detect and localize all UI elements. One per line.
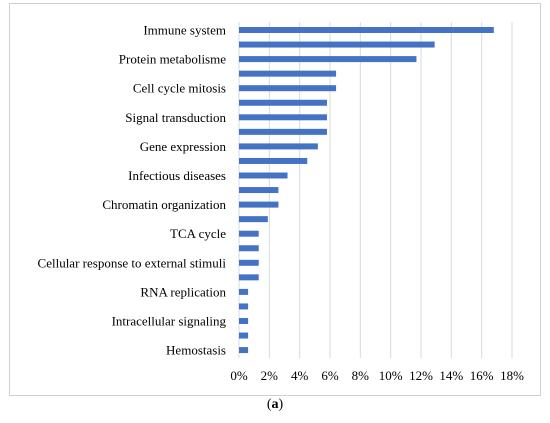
- bar: [239, 114, 327, 121]
- caption-letter: a: [271, 397, 279, 412]
- bar: [239, 332, 249, 339]
- bar: [239, 245, 259, 252]
- y-tick-label: Gene expression: [140, 139, 227, 154]
- y-tick-label: Infectious diseases: [128, 168, 226, 183]
- bar: [239, 318, 249, 324]
- bar: [239, 216, 268, 223]
- bar: [239, 27, 494, 33]
- bar: [239, 85, 337, 92]
- y-tick-label: Intracellular signaling: [112, 314, 227, 329]
- caption-close: ): [278, 397, 284, 412]
- bar: [239, 157, 308, 164]
- y-tick-label: Hemostasis: [166, 343, 226, 358]
- bar: [239, 274, 259, 281]
- bar: [239, 70, 337, 77]
- x-tick-label: 0%: [230, 368, 248, 383]
- y-tick-label: TCA cycle: [170, 226, 226, 241]
- chart-frame: [9, 3, 541, 396]
- bar: [239, 56, 417, 63]
- y-tick-label: RNA replication: [140, 284, 226, 299]
- bar: [239, 303, 249, 310]
- y-tick-label: Signal transduction: [125, 110, 226, 125]
- bar: [239, 143, 318, 150]
- x-tick-label: 8%: [352, 368, 370, 383]
- y-tick-label: Immune system: [143, 23, 226, 38]
- x-tick-label: 6%: [321, 368, 339, 383]
- bar: [239, 230, 259, 237]
- bar: [239, 259, 259, 266]
- bar: [239, 201, 279, 208]
- y-tick-label: Protein metabolisme: [119, 52, 226, 67]
- x-tick-label: 14%: [439, 368, 463, 383]
- bar: [239, 172, 288, 179]
- bar: [239, 288, 249, 295]
- x-tick-label: 16%: [470, 368, 494, 383]
- x-tick-label: 12%: [409, 368, 433, 383]
- bar: [239, 187, 279, 194]
- x-tick-label: 2%: [261, 368, 279, 383]
- x-tick-label: 18%: [500, 368, 524, 383]
- figure-caption: (a): [0, 397, 550, 413]
- x-tick-label: 4%: [291, 368, 309, 383]
- y-tick-label: Chromatin organization: [102, 197, 226, 212]
- caption-open: (: [266, 397, 272, 412]
- y-tick-label: Cell cycle mitosis: [133, 81, 226, 96]
- x-tick-label: 10%: [379, 368, 403, 383]
- bar: [239, 347, 249, 354]
- y-tick-label: Cellular response to external stimuli: [38, 255, 227, 270]
- bar: [239, 99, 327, 106]
- bar: [239, 41, 435, 48]
- bar: [239, 128, 327, 135]
